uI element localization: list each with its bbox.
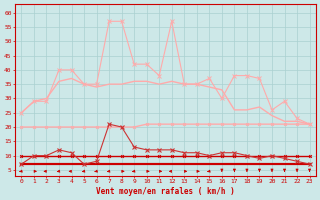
X-axis label: Vent moyen/en rafales ( km/h ): Vent moyen/en rafales ( km/h )	[96, 187, 235, 196]
